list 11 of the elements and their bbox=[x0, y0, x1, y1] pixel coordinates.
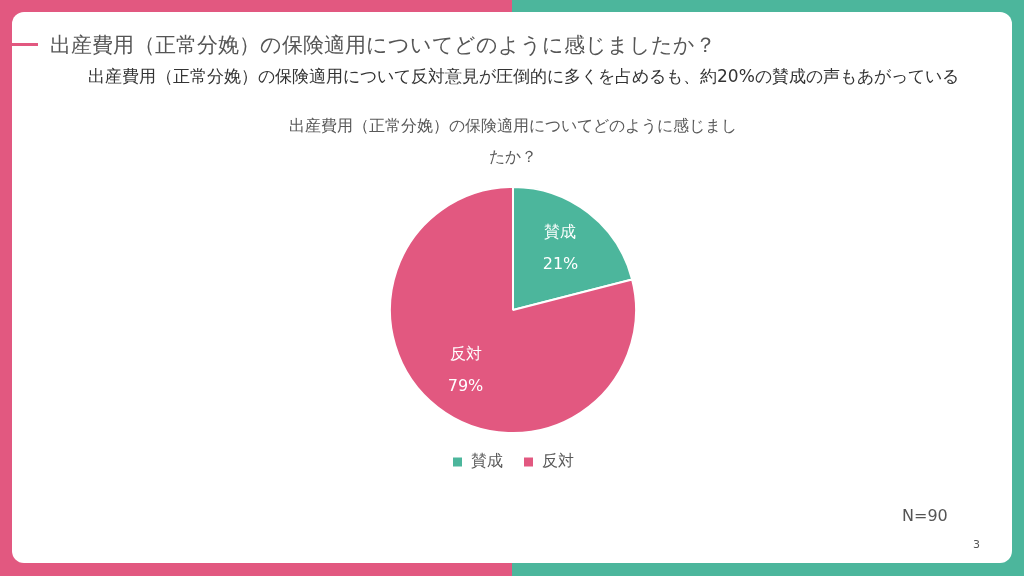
text: N=90 bbox=[902, 506, 948, 525]
legend-label: 反対 bbox=[542, 451, 574, 471]
chart-subtitle: 出産費用（正常分娩）の保険適用について反対意見が圧倒的に多くを占めるも、約20%の賛成の声もあがっている bbox=[88, 65, 959, 87]
data-label: 79% bbox=[447, 376, 484, 396]
text: 3 bbox=[973, 538, 980, 551]
slice-label: 反対 bbox=[449, 344, 482, 364]
text: 出産費用（正常分娩）の保険適用についてどのように感じましたか？ bbox=[288, 115, 738, 168]
chart-title: 出産費用（正常分娩）の保険適用についてどのように感じましたか？ bbox=[50, 32, 716, 58]
data-label: 21% bbox=[542, 253, 579, 273]
legend-label: 賛成 bbox=[471, 451, 503, 471]
slice-label: 賛成 bbox=[544, 221, 577, 241]
